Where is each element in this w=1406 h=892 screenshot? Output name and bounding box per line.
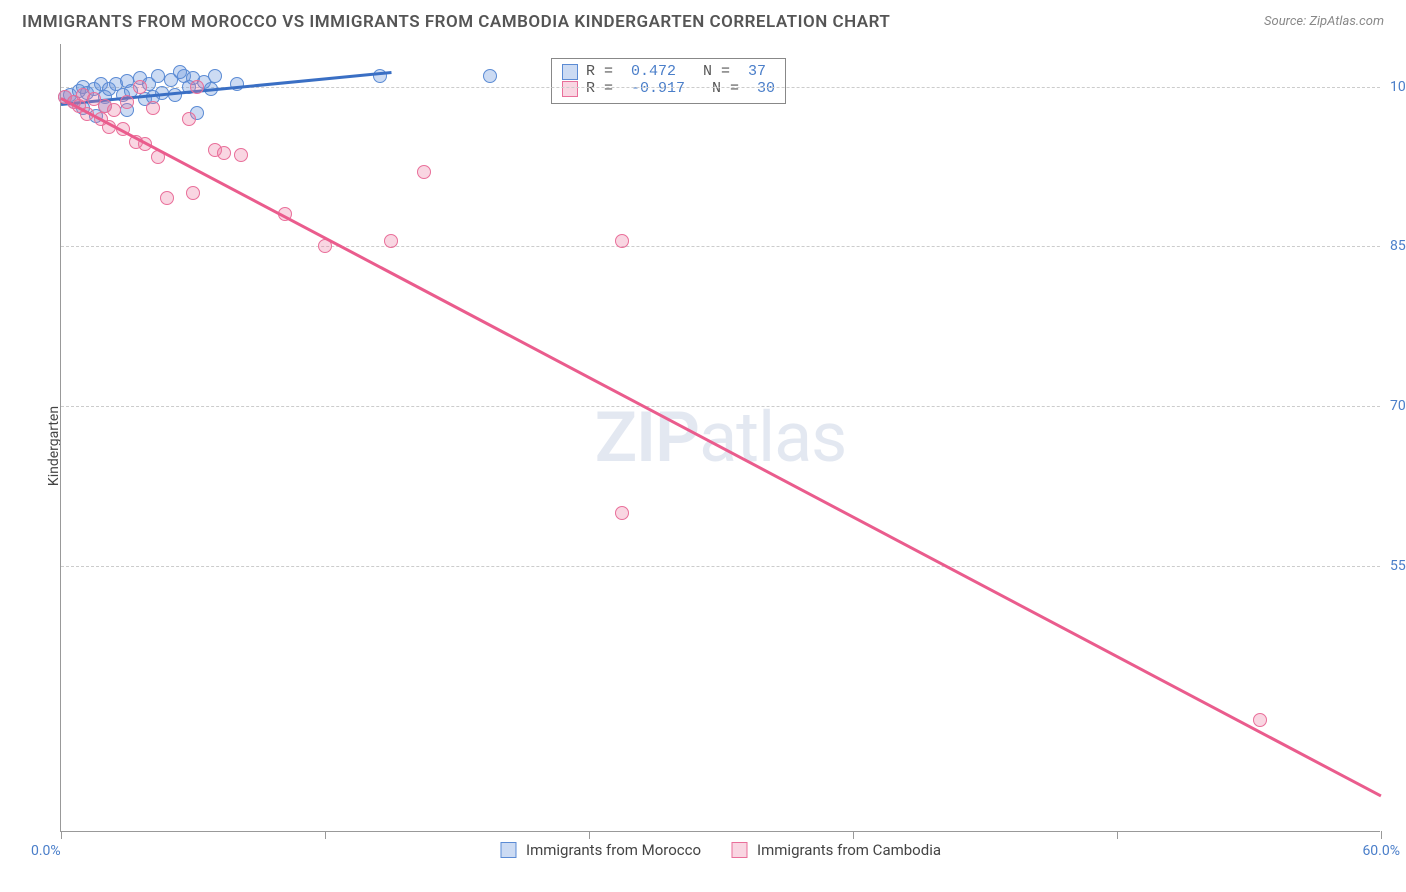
legend-label-morocco: Immigrants from Morocco bbox=[526, 841, 701, 859]
data-point-morocco bbox=[173, 65, 187, 79]
legend-label-cambodia: Immigrants from Cambodia bbox=[757, 841, 941, 859]
watermark: ZIPatlas bbox=[595, 397, 847, 479]
data-point-cambodia bbox=[120, 95, 134, 109]
legend-swatch-cambodia bbox=[731, 842, 747, 858]
gridline-horizontal bbox=[61, 406, 1380, 407]
source-link[interactable]: ZipAtlas.com bbox=[1309, 14, 1384, 29]
legend-swatch-morocco bbox=[500, 842, 516, 858]
source-prefix: Source: bbox=[1264, 14, 1309, 29]
data-point-cambodia bbox=[615, 506, 629, 520]
gridline-horizontal bbox=[61, 246, 1380, 247]
gridline-horizontal bbox=[61, 87, 1380, 88]
stats-row-morocco: R = 0.472 N = 37 bbox=[562, 63, 775, 80]
data-point-cambodia bbox=[133, 80, 147, 94]
data-point-cambodia bbox=[1253, 713, 1267, 727]
series-legend: Immigrants from Morocco Immigrants from C… bbox=[500, 841, 941, 859]
stats-text-cambodia: R = -0.917 N = 30 bbox=[586, 80, 775, 97]
x-tick bbox=[589, 831, 590, 839]
legend-swatch-cambodia bbox=[562, 81, 578, 97]
data-point-morocco bbox=[208, 69, 222, 83]
y-tick-label: 100.0% bbox=[1390, 79, 1406, 95]
data-point-cambodia bbox=[160, 191, 174, 205]
watermark-atlas: atlas bbox=[699, 397, 846, 479]
data-point-cambodia bbox=[417, 165, 431, 179]
y-tick-label: 70.0% bbox=[1390, 398, 1406, 414]
data-point-cambodia bbox=[186, 186, 200, 200]
x-tick-label: 0.0% bbox=[31, 843, 61, 859]
x-tick bbox=[853, 831, 854, 839]
data-point-cambodia bbox=[182, 112, 196, 126]
y-tick-label: 55.0% bbox=[1390, 558, 1406, 574]
x-tick bbox=[1381, 831, 1382, 839]
x-tick bbox=[325, 831, 326, 839]
legend-item-morocco: Immigrants from Morocco bbox=[500, 841, 701, 859]
regression-line-cambodia bbox=[60, 97, 1381, 797]
data-point-cambodia bbox=[234, 148, 248, 162]
y-tick-label: 85.0% bbox=[1390, 238, 1406, 254]
data-point-cambodia bbox=[384, 234, 398, 248]
legend-swatch-morocco bbox=[562, 64, 578, 80]
data-point-morocco bbox=[168, 88, 182, 102]
x-tick bbox=[1117, 831, 1118, 839]
legend-item-cambodia: Immigrants from Cambodia bbox=[731, 841, 941, 859]
x-tick-label: 60.0% bbox=[1362, 843, 1400, 859]
data-point-cambodia bbox=[107, 103, 121, 117]
source-attribution: Source: ZipAtlas.com bbox=[1264, 14, 1384, 29]
data-point-cambodia bbox=[615, 234, 629, 248]
gridline-horizontal bbox=[61, 566, 1380, 567]
data-point-cambodia bbox=[217, 146, 231, 160]
data-point-cambodia bbox=[190, 80, 204, 94]
data-point-morocco bbox=[151, 69, 165, 83]
stats-legend: R = 0.472 N = 37R = -0.917 N = 30 bbox=[551, 58, 786, 104]
stats-text-morocco: R = 0.472 N = 37 bbox=[586, 63, 766, 80]
chart-title: IMMIGRANTS FROM MOROCCO VS IMMIGRANTS FR… bbox=[22, 12, 890, 32]
data-point-cambodia bbox=[146, 101, 160, 115]
stats-row-cambodia: R = -0.917 N = 30 bbox=[562, 80, 775, 97]
data-point-morocco bbox=[483, 69, 497, 83]
plot-area: ZIPatlas R = 0.472 N = 37R = -0.917 N = … bbox=[60, 44, 1380, 832]
x-tick bbox=[61, 831, 62, 839]
